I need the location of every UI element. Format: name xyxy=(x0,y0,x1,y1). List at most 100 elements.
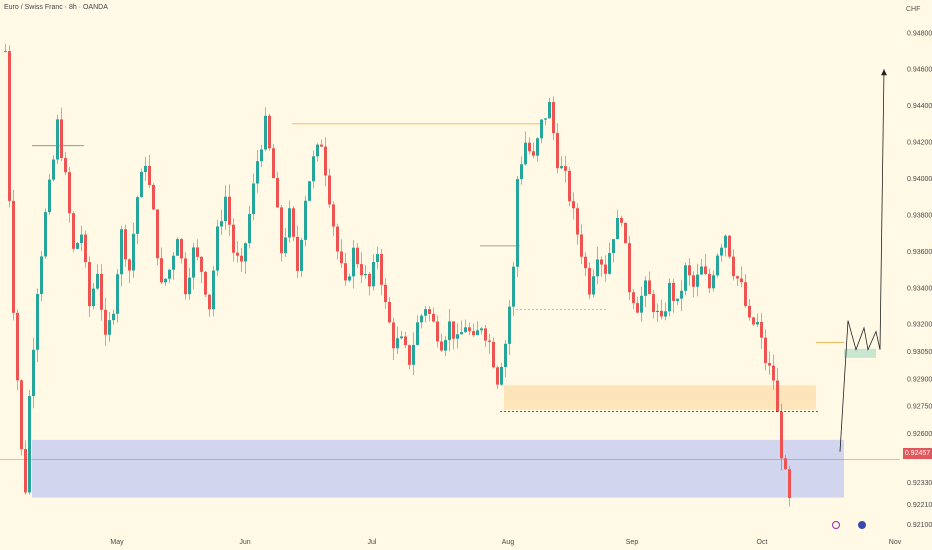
candle[interactable] xyxy=(424,309,427,316)
candle[interactable] xyxy=(184,258,187,295)
candle[interactable] xyxy=(260,149,263,162)
candle[interactable] xyxy=(180,239,183,259)
candle[interactable] xyxy=(528,142,531,152)
candle[interactable] xyxy=(456,334,459,339)
candle[interactable] xyxy=(176,239,179,256)
candle[interactable] xyxy=(100,273,103,310)
candle[interactable] xyxy=(244,243,247,262)
candle[interactable] xyxy=(416,322,419,345)
candle[interactable] xyxy=(736,276,739,279)
candle[interactable] xyxy=(56,119,59,160)
candle[interactable] xyxy=(724,235,727,248)
candle[interactable] xyxy=(140,171,143,198)
candle[interactable] xyxy=(368,273,371,287)
candle[interactable] xyxy=(408,345,411,365)
candle[interactable] xyxy=(648,280,651,295)
candle[interactable] xyxy=(592,276,595,295)
candle[interactable] xyxy=(452,321,455,339)
candle[interactable] xyxy=(156,209,159,259)
candle[interactable] xyxy=(644,280,647,296)
candle[interactable] xyxy=(44,212,47,257)
candle[interactable] xyxy=(680,290,683,299)
candle[interactable] xyxy=(604,264,607,274)
candle[interactable] xyxy=(628,243,631,293)
candle[interactable] xyxy=(316,144,319,157)
candle[interactable] xyxy=(480,328,483,331)
candle[interactable] xyxy=(148,165,151,185)
candle[interactable] xyxy=(676,298,679,301)
candle[interactable] xyxy=(708,273,711,289)
candle[interactable] xyxy=(268,115,271,149)
candle[interactable] xyxy=(476,330,479,336)
candle[interactable] xyxy=(744,282,747,306)
candle[interactable] xyxy=(324,146,327,176)
candle[interactable] xyxy=(36,293,39,350)
candle[interactable] xyxy=(752,317,755,325)
candle[interactable] xyxy=(612,239,615,254)
candle[interactable] xyxy=(544,118,547,120)
candle[interactable] xyxy=(48,179,51,213)
candle[interactable] xyxy=(524,142,527,165)
candle[interactable] xyxy=(620,217,623,223)
candle[interactable] xyxy=(288,208,291,238)
candle[interactable] xyxy=(520,164,523,180)
candle[interactable] xyxy=(232,224,235,253)
candle[interactable] xyxy=(616,217,619,240)
candle[interactable] xyxy=(332,204,335,227)
candle[interactable] xyxy=(484,328,487,341)
candle[interactable] xyxy=(716,255,719,276)
candle[interactable] xyxy=(600,259,603,265)
candle[interactable] xyxy=(492,341,495,368)
event-marker-icon[interactable] xyxy=(858,521,866,529)
candle[interactable] xyxy=(4,50,7,52)
candle[interactable] xyxy=(200,256,203,272)
candle[interactable] xyxy=(116,274,119,314)
candle[interactable] xyxy=(748,305,751,318)
candle[interactable] xyxy=(672,282,675,301)
candle[interactable] xyxy=(556,133,559,169)
candle[interactable] xyxy=(104,309,107,335)
candle[interactable] xyxy=(768,362,771,366)
candle[interactable] xyxy=(328,175,331,205)
candle[interactable] xyxy=(652,294,655,313)
candle[interactable] xyxy=(168,269,171,279)
candle[interactable] xyxy=(444,340,447,351)
candle[interactable] xyxy=(380,254,383,285)
candle[interactable] xyxy=(636,303,639,313)
candle[interactable] xyxy=(280,207,283,254)
candle[interactable] xyxy=(264,115,267,150)
candle[interactable] xyxy=(692,275,695,287)
candle[interactable] xyxy=(764,337,767,363)
candle[interactable] xyxy=(432,313,435,322)
candle[interactable] xyxy=(404,336,407,346)
candle[interactable] xyxy=(588,268,591,295)
candle[interactable] xyxy=(584,256,587,269)
candle[interactable] xyxy=(240,255,243,262)
candle[interactable] xyxy=(304,200,307,240)
candle[interactable] xyxy=(252,183,255,215)
candle[interactable] xyxy=(632,292,635,304)
candle[interactable] xyxy=(656,310,659,313)
candle[interactable] xyxy=(212,270,215,310)
candle[interactable] xyxy=(460,332,463,335)
candle[interactable] xyxy=(504,343,507,367)
candle[interactable] xyxy=(696,274,699,287)
candle[interactable] xyxy=(228,196,231,225)
candle[interactable] xyxy=(472,331,475,336)
candle[interactable] xyxy=(388,301,391,323)
candle[interactable] xyxy=(220,221,223,227)
candle[interactable] xyxy=(64,158,67,173)
candle[interactable] xyxy=(68,172,71,214)
candle[interactable] xyxy=(124,229,127,260)
candle[interactable] xyxy=(248,214,251,244)
candle[interactable] xyxy=(756,321,759,325)
candle[interactable] xyxy=(28,396,31,493)
candle[interactable] xyxy=(364,273,367,276)
candle[interactable] xyxy=(16,312,19,381)
candle[interactable] xyxy=(12,200,15,313)
candle[interactable] xyxy=(536,138,539,156)
event-marker-icon[interactable] xyxy=(832,521,840,529)
candle[interactable] xyxy=(308,181,311,201)
